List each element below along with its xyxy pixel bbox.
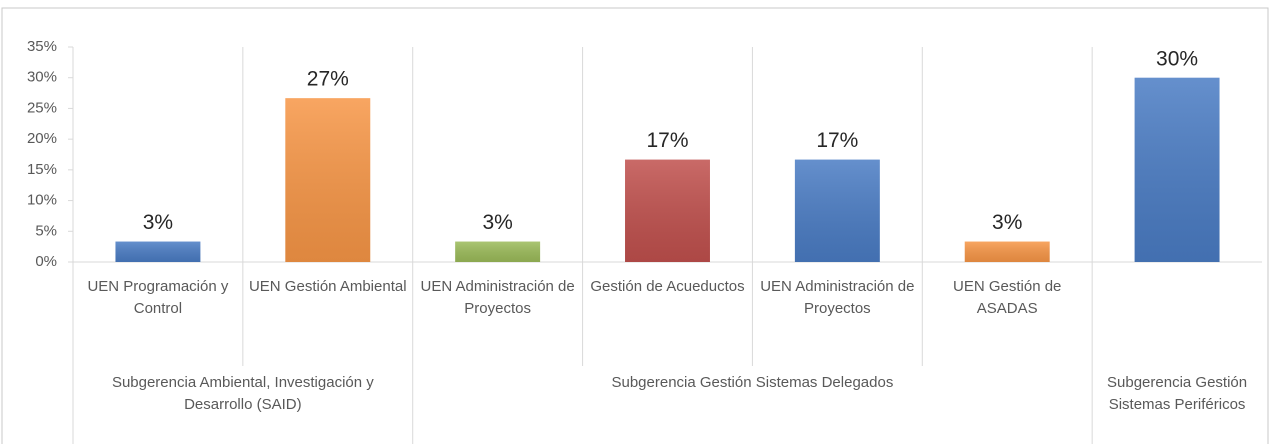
bar-shade — [794, 159, 880, 262]
x-tick-label: UEN Gestión de ASADAS — [953, 278, 1062, 317]
group-label: Subgerencia Gestión Sistemas Periféricos — [1107, 374, 1248, 413]
y-tick-label: 5% — [35, 222, 57, 239]
y-tick-label: 35% — [27, 38, 57, 55]
bar-shade — [455, 241, 541, 262]
y-tick-label: 15% — [27, 161, 57, 178]
bar-shade — [115, 241, 201, 262]
value-label: 3% — [143, 211, 173, 234]
value-label: 17% — [816, 129, 858, 152]
value-label: 3% — [992, 211, 1022, 234]
x-tick-label: UEN Administración de Proyectos — [420, 278, 575, 317]
group-label: Subgerencia Gestión Sistemas Delegados — [611, 374, 894, 391]
x-tick-label: UEN Programación y Control — [87, 278, 229, 317]
bar-shade — [1134, 77, 1220, 262]
bar-shade — [964, 241, 1050, 262]
value-label: 17% — [646, 129, 688, 152]
x-tick-label: UEN Administración de Proyectos — [760, 278, 915, 317]
chart-border — [1, 7, 1269, 444]
y-tick-label: 25% — [27, 99, 57, 116]
value-label: 27% — [307, 68, 349, 91]
x-tick-label: UEN Gestión Ambiental — [248, 278, 407, 295]
y-tick-label: 10% — [27, 192, 57, 209]
value-label: 30% — [1156, 47, 1198, 70]
bar-shade — [625, 159, 710, 262]
group-label: Subgerencia Ambiental, Investigación y D… — [111, 374, 374, 413]
bar-shade — [285, 98, 371, 262]
x-tick-label: Gestión de Acueductos — [590, 278, 745, 295]
value-label: 3% — [482, 211, 512, 234]
y-tick-label: 0% — [35, 253, 57, 270]
y-tick-label: 20% — [27, 130, 57, 147]
y-tick-label: 30% — [27, 69, 57, 86]
